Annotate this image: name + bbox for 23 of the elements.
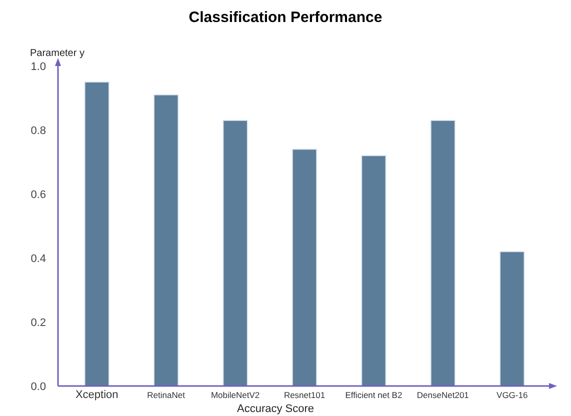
y-tick-label: 0.4 [30,253,46,265]
y-tick-label: 0.6 [30,189,46,201]
bar [500,251,525,386]
bar [153,94,179,386]
x-tick-label: VGG-16 [496,390,528,400]
x-tick-label: MobileNetV2 [210,390,260,400]
bar [292,148,318,386]
bar [361,155,386,386]
y-axis-title: Parameter y [30,48,84,59]
x-tick-label: DenseNet201 [416,390,470,400]
bar [84,82,110,386]
chart-title: Classification Performance [188,9,382,26]
bar [430,120,456,386]
y-tick-label: 0.0 [30,381,46,393]
bar [222,120,248,386]
y-tick-label: 1.0 [30,61,46,73]
y-tick-label: 0.2 [30,317,46,329]
x-tick-label: RetinaNet [147,390,186,400]
x-tick-label: Efficient net B2 [345,390,402,400]
x-axis-title: Accuracy Score [236,403,314,415]
x-tick-label: Resnet101 [284,390,326,400]
y-tick-label: 0.8 [30,125,46,137]
x-tick-label: Xception [75,389,118,401]
